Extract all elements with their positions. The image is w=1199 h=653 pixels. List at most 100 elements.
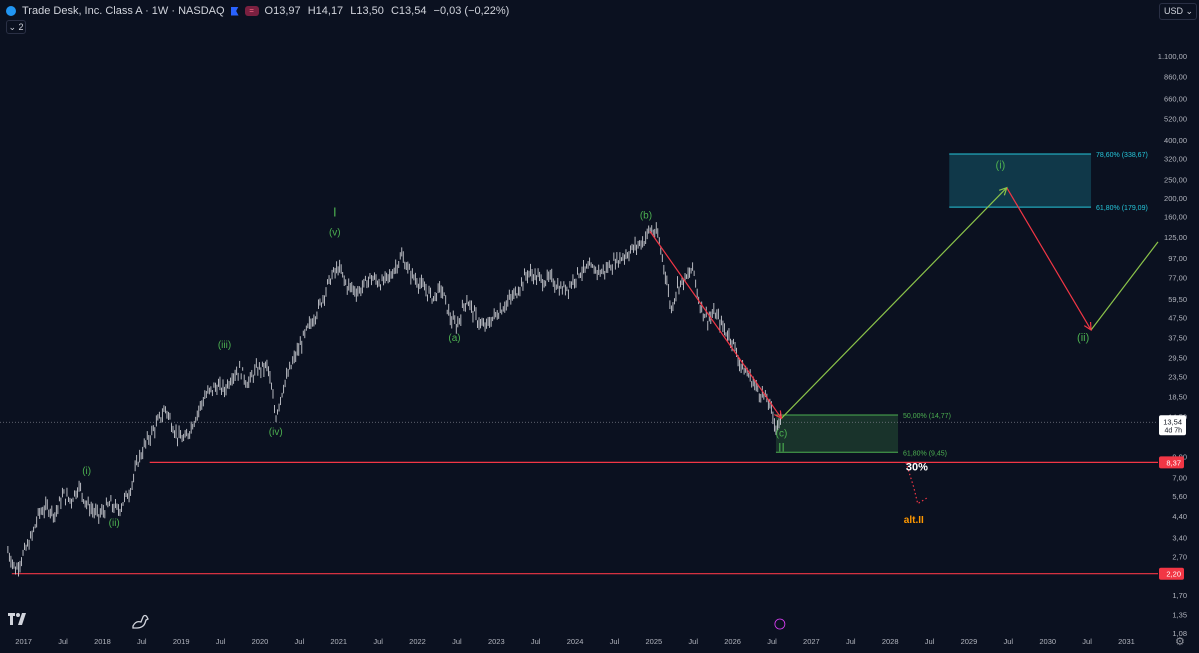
wave-label: (v) [329,228,341,239]
price-tick-label: 860,00 [1164,72,1187,81]
projection-final-leg [1090,241,1159,331]
time-tick-label: 2020 [252,637,269,646]
price-tick-label: 250,00 [1164,175,1187,184]
tradingview-logo-icon[interactable] [8,612,30,628]
fib-zone-box [775,415,899,453]
time-tick-label: 2024 [567,637,584,646]
time-tick-label: 2021 [330,637,347,646]
bar-countdown-label: 4d 7h [1164,427,1182,434]
indicators-collapse-button[interactable]: ⌄ 2 [6,20,26,34]
time-tick-label: 2028 [882,637,899,646]
price-tick-label: 1.100,00 [1158,52,1187,61]
fib-zone-box [949,154,1092,208]
level-price-badge-label: 2,20 [1166,570,1181,579]
price-tick-label: 200,00 [1164,194,1187,203]
fib-zones-layer: 50,00% (14,77) 61,80% (9,45) 78,60% (338,6… [775,152,1148,457]
time-tick-label: Jul [216,637,226,646]
wave-label: (iv) [269,427,283,438]
price-tick-label: 660,00 [1164,94,1187,103]
time-tick-label: Jul [846,637,856,646]
wave-c-arrowhead [774,410,783,420]
percent-annotation: 30% [906,461,928,473]
price-tick-label: 320,00 [1164,155,1187,164]
price-tick-label: 400,00 [1164,136,1187,145]
price-tick-label: 1,08 [1172,629,1187,638]
wave-labels-layer: I (v) (iii) (iv) (i) (ii) (a) (b) (c)II (i) (ii) [82,159,1089,529]
time-tick-label: Jul [767,637,777,646]
time-tick-label: Jul [531,637,541,646]
low-value: L13,50 [350,5,384,17]
time-tick-label: Jul [452,637,462,646]
wave-label: (iii) [218,340,231,351]
up-leg-arrowhead [998,186,1008,196]
time-tick-label: Jul [137,637,147,646]
current-price-badge [1159,415,1186,436]
price-tick-label: 29,50 [1168,353,1187,362]
price-tick-label: 1,35 [1172,610,1187,619]
wave-label: (b) [640,211,652,222]
projection-up-leg [781,187,1008,419]
price-tick-label: 47,50 [1168,314,1187,323]
time-tick-label: 2026 [724,637,741,646]
fib-bottom-label: 61,80% (179,09) [1096,205,1148,212]
fib-top-label: 50,00% (14,77) [903,413,951,420]
wave-label: (a) [448,333,460,344]
symbol-title[interactable]: Trade Desk, Inc. Class A · 1W · NASDAQ [22,5,225,17]
time-tick-label: Jul [610,637,620,646]
time-tick-label: 2022 [409,637,426,646]
price-tick-label: 5,60 [1172,492,1187,501]
price-tick-label: 520,00 [1164,114,1187,123]
price-tick-label: 125,00 [1164,233,1187,242]
price-tick-label: 59,50 [1168,295,1187,304]
down-leg-arrowhead [1083,321,1092,332]
price-tick-label: 3,40 [1172,533,1187,542]
time-tick-label: 2019 [173,637,190,646]
wave-label: (c) [776,429,788,440]
wave-label: (ii) [1077,332,1089,344]
price-tick-label: 1,70 [1172,591,1187,600]
time-tick-label: Jul [1082,637,1092,646]
support-levels-layer [0,421,1158,575]
close-value: C13,54 [390,5,427,17]
price-tick-label: 7,00 [1172,473,1187,482]
ohlc-values: O13,97 H14,17 L13,50 C13,54 −0,03 (−0,22… [265,5,514,17]
level-price-badge-label: 8,37 [1166,458,1181,467]
gear-icon[interactable]: ⚙ [1175,636,1185,648]
wave-c-line [649,230,782,419]
time-tick-label: 2027 [803,637,820,646]
open-value: O13,97 [264,5,301,17]
price-tick-label: 18,50 [1168,392,1187,401]
time-tick-label: 2031 [1118,637,1135,646]
time-axis: 2017 Jul 2018 Jul 2019 Jul 2020 Jul 2021 Jul 2022 J… [15,618,1135,646]
alt-wave-label: alt.II [904,515,924,526]
price-tick-label: 37,50 [1168,333,1187,342]
flag-icon[interactable] [230,6,239,16]
currency-button[interactable]: USD ⌄ [1159,3,1197,20]
time-tick-label: 2023 [488,637,505,646]
current-price-label: 13,54 [1163,417,1182,426]
level-price-badge [1159,567,1184,580]
data-status-badge[interactable]: = [244,6,259,16]
event-lightning-icon [774,618,786,630]
time-tick-label: Jul [373,637,383,646]
dino-icon[interactable] [130,610,150,635]
time-tick-label: 2017 [15,637,32,646]
change-value: −0,03 (−0,22%) [433,5,510,17]
time-tick-label: 2018 [94,637,111,646]
time-tick-label: Jul [925,637,935,646]
price-tick-label: 23,50 [1168,372,1187,381]
wave-label: (i) [996,159,1006,171]
wave-label: II [778,440,785,454]
price-tick-label: 77,00 [1168,273,1187,282]
time-tick-label: Jul [1004,637,1014,646]
time-tick-label: 2029 [961,637,978,646]
symbol-logo-icon [6,6,16,16]
price-tick-label: 2,70 [1172,553,1187,562]
time-tick-label: Jul [688,637,698,646]
time-tick-label: Jul [295,637,305,646]
alt-path-dotted [905,462,929,505]
symbol-header: Trade Desk, Inc. Class A · 1W · NASDAQ =… [6,3,513,19]
fib-bottom-label: 61,80% (9,45) [903,450,947,457]
